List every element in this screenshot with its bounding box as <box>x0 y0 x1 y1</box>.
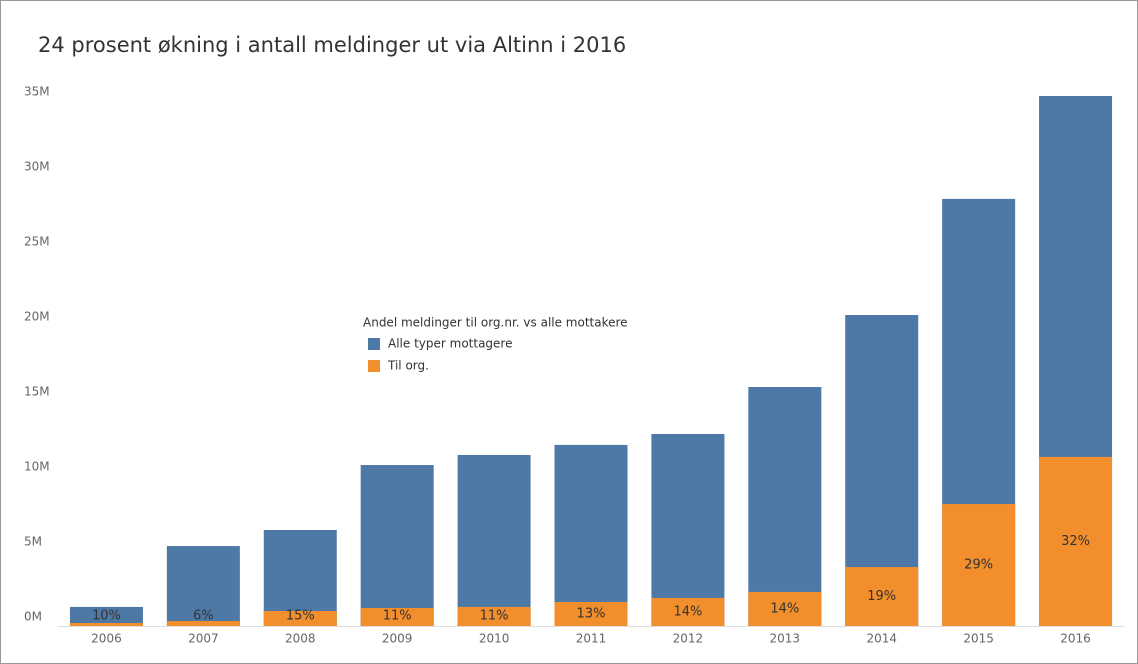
bar <box>651 597 725 626</box>
percent-label: 32% <box>1061 534 1090 549</box>
x-tick-label: 2012 <box>673 632 704 646</box>
percent-label: 10% <box>92 609 121 624</box>
percent-label: 11% <box>383 609 412 624</box>
x-tick-label: 2006 <box>91 632 122 646</box>
percent-label: 19% <box>867 589 896 604</box>
bar <box>748 387 822 626</box>
bar <box>942 504 1016 626</box>
bar <box>457 454 531 626</box>
legend-label: Alle typer mottagere <box>388 337 512 351</box>
bar <box>1039 456 1113 626</box>
bar <box>69 622 143 626</box>
percent-label: 14% <box>770 601 799 616</box>
bar <box>554 444 628 626</box>
bar <box>845 567 919 626</box>
bar <box>748 591 822 626</box>
y-tick-label: 35M <box>24 84 50 98</box>
x-tick-label: 2010 <box>479 632 510 646</box>
x-tick-label: 2016 <box>1060 632 1091 646</box>
y-tick-label: 5M <box>24 534 42 548</box>
bar <box>69 606 143 626</box>
bar <box>360 607 434 626</box>
x-tick-label: 2007 <box>188 632 219 646</box>
y-tick-label: 20M <box>24 309 50 323</box>
legend-label: Til org. <box>387 359 429 373</box>
chart-title: 24 prosent økning i antall meldinger ut … <box>38 33 626 57</box>
x-tick-label: 2013 <box>770 632 801 646</box>
bar <box>166 546 240 626</box>
y-tick-label: 10M <box>24 459 50 473</box>
percent-label: 6% <box>193 609 214 624</box>
percent-label: 14% <box>673 604 702 619</box>
bar <box>651 433 725 626</box>
bar <box>166 621 240 626</box>
percent-label: 15% <box>286 609 315 624</box>
x-tick-label: 2011 <box>576 632 607 646</box>
bar <box>263 529 337 626</box>
y-tick-label: 25M <box>24 234 50 248</box>
legend-swatch <box>368 360 380 372</box>
x-tick-label: 2014 <box>866 632 897 646</box>
percent-label: 11% <box>480 609 509 624</box>
bar <box>457 606 531 626</box>
legend-title: Andel meldinger til org.nr. vs alle mott… <box>363 316 628 330</box>
x-tick-label: 2009 <box>382 632 413 646</box>
bar <box>554 601 628 626</box>
x-tick-label: 2015 <box>963 632 994 646</box>
y-tick-label: 30M <box>24 159 50 173</box>
percent-label: 13% <box>577 606 606 621</box>
bar <box>263 610 337 626</box>
y-tick-label: 0M <box>24 610 42 624</box>
bar <box>360 465 434 626</box>
legend-swatch <box>368 338 380 350</box>
x-tick-label: 2008 <box>285 632 316 646</box>
percent-label: 29% <box>964 558 993 573</box>
y-tick-label: 15M <box>24 384 50 398</box>
